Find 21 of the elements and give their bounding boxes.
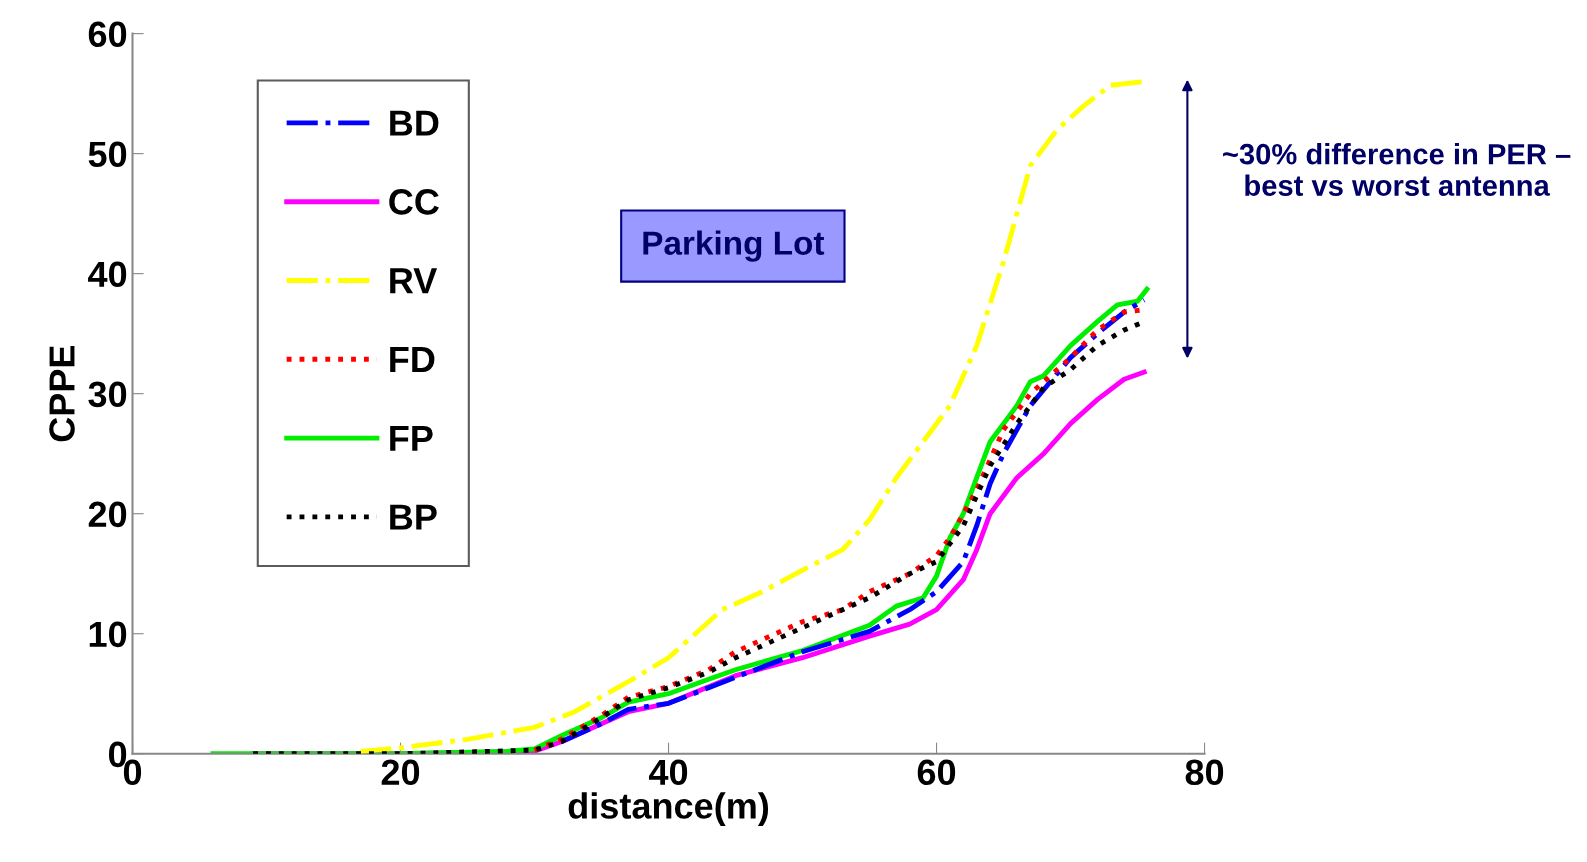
y-tick-label: 20: [88, 501, 127, 528]
x-axis-title: distance(m): [568, 792, 769, 826]
y-tick-label: 60: [88, 21, 127, 48]
x-tick-label: 20: [381, 759, 420, 786]
legend-label: CC: [389, 189, 439, 215]
annotation: Parking Lot: [643, 230, 825, 262]
y-tick-label: 30: [88, 381, 127, 408]
y-tick-label: 10: [89, 621, 127, 648]
legend-label: FD: [390, 347, 435, 372]
y-axis-title: CPPE: [49, 345, 75, 442]
y-tick-label: 40: [88, 261, 127, 288]
x-tick-label: 80: [1185, 759, 1224, 786]
y-tick-label: 50: [88, 141, 127, 168]
x-tick-label: 40: [648, 759, 688, 786]
legend-label: RV: [390, 268, 438, 294]
legend-label: BP: [390, 504, 437, 530]
x-tick-label: 60: [917, 759, 956, 786]
y-tick-label: 0: [109, 741, 127, 768]
legend-label: BD: [390, 110, 439, 136]
text: ~30% difference in PER – best vs worst antenna: [1223, 143, 1571, 196]
legend-label: FP: [390, 425, 433, 451]
